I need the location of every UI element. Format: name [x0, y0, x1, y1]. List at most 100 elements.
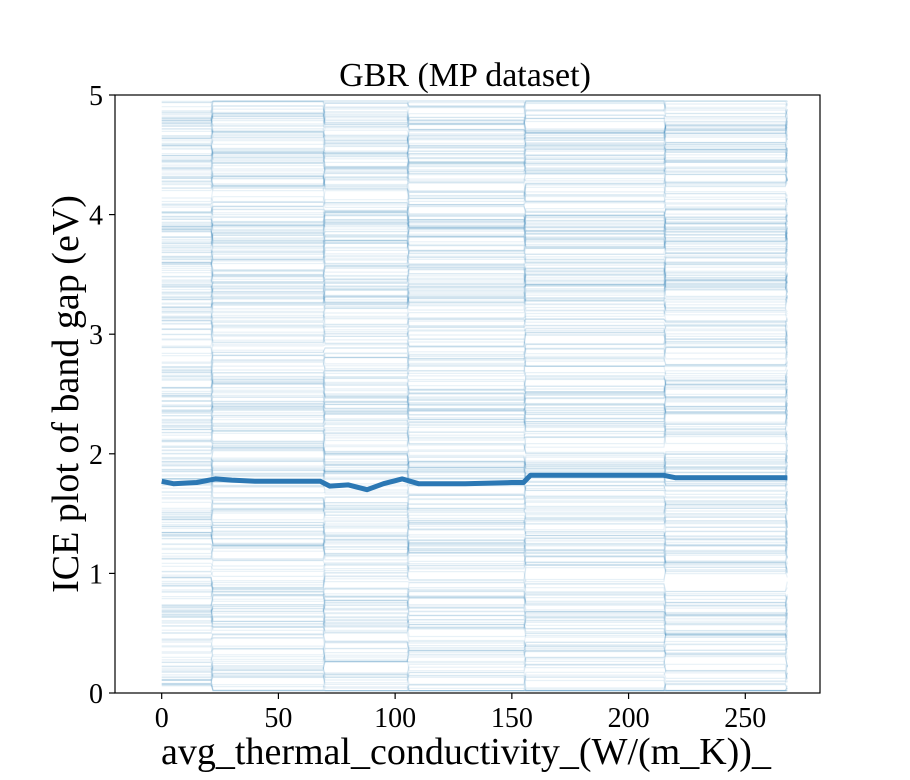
ice-curve — [161, 198, 788, 213]
ice-curve — [161, 282, 788, 322]
ice-curve — [161, 424, 788, 441]
ice-curve — [161, 268, 788, 294]
ice-curve — [161, 120, 788, 135]
x-tick-label: 250 — [724, 703, 766, 734]
ice-curve — [161, 148, 788, 162]
ice-curve — [161, 100, 788, 125]
ice-curve — [161, 298, 788, 325]
ice-curve — [161, 388, 788, 421]
ice-curve — [161, 232, 788, 259]
ice-curve — [161, 555, 788, 587]
ice-curve — [161, 100, 788, 113]
ice-curve — [161, 159, 788, 176]
ice-curve — [161, 444, 788, 470]
ice-curve — [161, 318, 788, 329]
ice-curve — [161, 361, 788, 380]
ice-curve — [161, 396, 788, 415]
ice-curve — [161, 100, 788, 141]
ice-curve — [161, 353, 788, 377]
ice-curve — [161, 109, 788, 127]
ice-curve — [161, 582, 788, 602]
ice-curve — [161, 534, 788, 555]
ice-curve — [161, 375, 788, 413]
ice-curve — [161, 274, 788, 300]
ice-curve — [161, 461, 788, 479]
ice-curve — [161, 583, 788, 609]
ice-curve — [161, 525, 788, 565]
ice-curve — [161, 295, 788, 329]
ice-curve — [161, 421, 788, 454]
ice-curve — [161, 205, 788, 234]
ice-curve — [161, 249, 788, 280]
ice-curve — [161, 672, 788, 692]
ice-curve — [161, 229, 788, 259]
x-tick-label: 50 — [264, 703, 292, 734]
ice-curve — [161, 296, 788, 339]
ice-curve — [161, 270, 788, 293]
ice-curve — [161, 310, 788, 347]
ice-curve — [161, 370, 788, 394]
ice-curve — [161, 548, 788, 567]
ice-curve — [161, 370, 788, 436]
ice-curve — [161, 262, 788, 280]
ice-curve — [161, 117, 788, 144]
ice-curve — [161, 276, 788, 303]
ice-curve — [161, 609, 788, 634]
ice-curve — [161, 165, 788, 181]
ice-curve — [161, 123, 788, 155]
ice-curve — [161, 214, 788, 232]
ice-curve — [161, 641, 788, 692]
ice-curve — [161, 152, 788, 168]
ice-curve — [161, 229, 788, 265]
ice-curve — [161, 366, 788, 406]
ice-curve — [161, 406, 788, 426]
ice-curve — [161, 251, 788, 293]
ice-curve — [161, 417, 788, 433]
ice-curve — [161, 206, 788, 232]
ice-curve — [161, 650, 788, 679]
ice-curve — [161, 317, 788, 337]
ice-curve — [161, 402, 788, 434]
ice-curve — [161, 252, 788, 290]
ice-curve — [161, 500, 788, 516]
ice-curve — [161, 153, 788, 167]
ice-curve — [161, 105, 788, 132]
ice-curve — [161, 383, 788, 400]
ice-curve — [161, 116, 788, 141]
ice-curve — [161, 208, 788, 230]
ice-curve — [161, 239, 788, 255]
ice-curve — [161, 612, 788, 632]
ice-curve — [161, 483, 788, 496]
ice-curve — [161, 333, 788, 365]
ice-curve — [161, 593, 788, 631]
ice-curve — [161, 484, 788, 521]
ice-curve — [161, 168, 788, 182]
ice-curve — [161, 438, 788, 469]
ice-curves — [161, 100, 788, 692]
ice-curve — [161, 607, 788, 627]
ice-curve — [161, 184, 788, 215]
ice-curve — [161, 230, 788, 246]
ice-curve — [161, 241, 788, 276]
y-tick-label: 3 — [89, 320, 103, 351]
ice-curve — [161, 167, 788, 196]
ice-curve — [161, 595, 788, 628]
ice-curve — [161, 680, 788, 692]
ice-curve — [161, 231, 788, 253]
ice-curve — [161, 219, 788, 247]
ice-curve — [161, 545, 788, 570]
ice-curve — [161, 204, 788, 229]
ice-curve — [161, 533, 788, 558]
ice-curve — [161, 380, 788, 412]
ice-curve — [161, 581, 788, 609]
ice-curve — [161, 369, 788, 393]
ice-curve — [161, 615, 788, 660]
ice-curve — [161, 228, 788, 255]
x-tick-label: 100 — [374, 703, 416, 734]
ice-curve — [161, 100, 788, 108]
ice-curve — [161, 561, 788, 593]
ice-curve — [161, 214, 788, 237]
ice-curve — [161, 221, 788, 249]
ice-curve — [161, 121, 788, 159]
